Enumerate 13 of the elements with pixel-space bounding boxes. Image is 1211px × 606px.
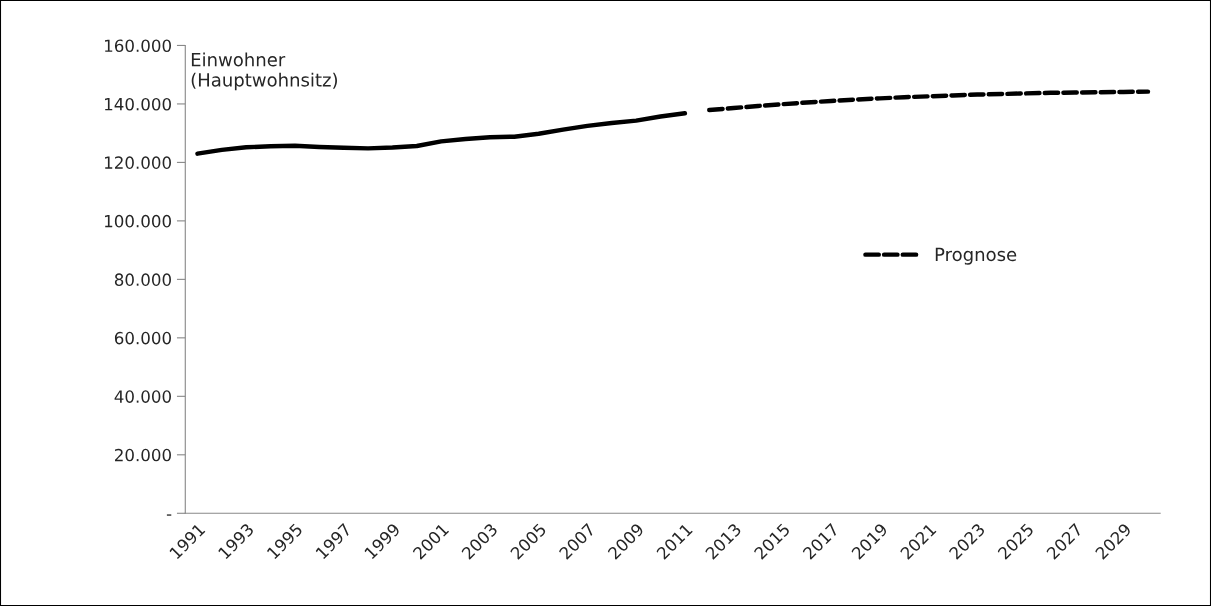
y-tick-label: 120.000 — [105, 156, 171, 169]
y-tick-label: 140.000 — [105, 97, 171, 111]
y-tick-label: 60.000 — [114, 331, 171, 345]
y-tick-label: - — [166, 514, 172, 516]
y-tick-label: 100.000 — [105, 214, 171, 228]
legend-label: Prognose — [935, 247, 1017, 265]
line-series — [195, 111, 688, 156]
line-series — [707, 89, 1151, 113]
y-tick-label: 20.000 — [114, 448, 171, 462]
y-tick-label: 40.000 — [114, 390, 171, 403]
y-tick-label: 80.000 — [114, 273, 171, 286]
y-tick-label: 160.000 — [105, 39, 171, 53]
annotation: Einwohner (Hauptwohnsitz) — [191, 52, 337, 91]
